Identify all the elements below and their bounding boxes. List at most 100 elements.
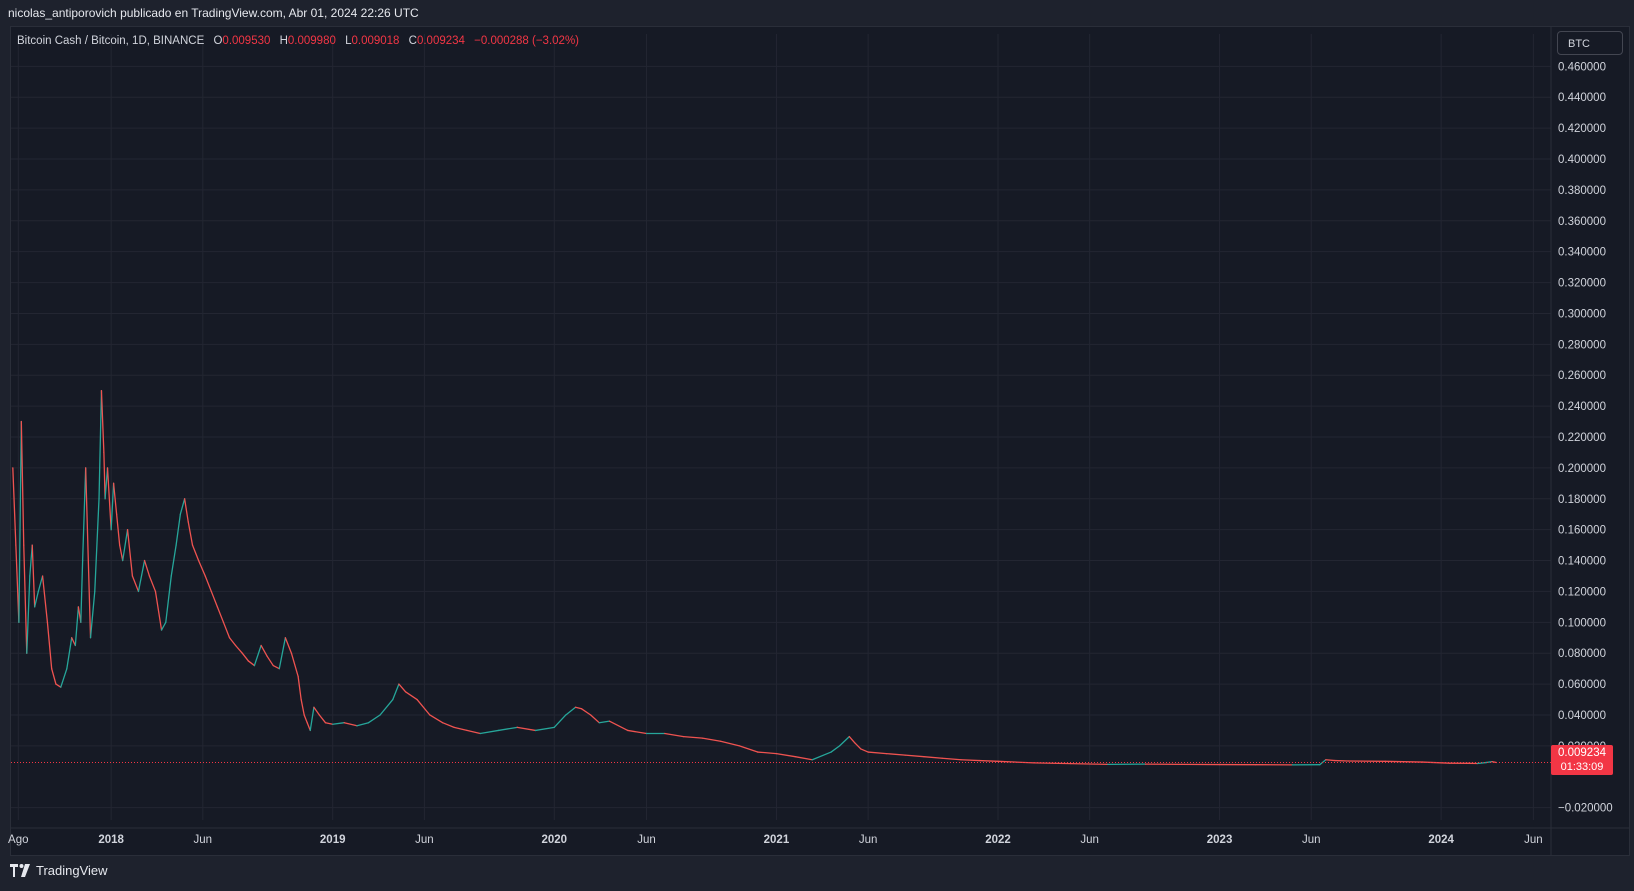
- price-segment: [466, 729, 481, 735]
- price-segment: [1070, 762, 1109, 766]
- price-segment: [854, 742, 862, 750]
- x-tick-label: Jun: [1302, 834, 1321, 846]
- x-tick-label: 2023: [1207, 834, 1233, 846]
- brand-name: TradingView: [36, 863, 108, 878]
- price-segment: [398, 683, 407, 693]
- y-tick-label: 0.220000: [1558, 432, 1606, 444]
- price-segment: [1033, 762, 1072, 765]
- low-label: L: [345, 35, 352, 47]
- y-tick-label: 0.060000: [1558, 679, 1606, 691]
- price-segment: [343, 722, 358, 727]
- currency-button[interactable]: BTC: [1557, 31, 1623, 55]
- x-tick-label: 2018: [98, 834, 124, 846]
- price-segment: [179, 498, 186, 515]
- price-segment: [516, 726, 537, 732]
- price-segment: [324, 722, 334, 725]
- price-segment: [187, 521, 194, 546]
- price-segment: [574, 706, 583, 710]
- price-segment: [904, 754, 925, 758]
- price-segment: [241, 652, 249, 662]
- price-segment: [46, 621, 53, 670]
- open-value: 0.009530: [222, 35, 271, 47]
- price-segment: [71, 637, 76, 647]
- price-segment: [313, 706, 321, 716]
- price-segment: [627, 729, 648, 735]
- symbol-name[interactable]: Bitcoin Cash / Bitcoin, 1D, BINANCE: [17, 35, 205, 47]
- price-segment: [278, 637, 287, 670]
- symbol-legend: Bitcoin Cash / Bitcoin, 1D, BINANCE O0.0…: [17, 35, 579, 47]
- price-segment: [260, 644, 268, 657]
- price-segment: [553, 714, 567, 728]
- price-segment: [60, 668, 68, 688]
- price-segment: [404, 691, 418, 701]
- price-segment: [848, 735, 856, 744]
- price-segment: [170, 544, 177, 577]
- price-segment: [479, 729, 500, 735]
- price-segment: [497, 726, 518, 732]
- price-segment: [811, 751, 832, 761]
- low-value: 0.009018: [351, 35, 400, 47]
- price-segment: [210, 590, 219, 608]
- y-tick-label: 0.120000: [1558, 586, 1606, 598]
- price-segment: [110, 482, 115, 531]
- price-segment: [303, 714, 308, 724]
- price-segment: [392, 683, 400, 701]
- price-segment: [247, 660, 256, 667]
- price-segment: [41, 575, 49, 623]
- y-tick-label: 0.180000: [1558, 494, 1606, 506]
- close-label: C: [408, 35, 417, 47]
- price-segment: [112, 482, 118, 515]
- price-segment: [775, 752, 796, 758]
- price-segment: [1384, 760, 1423, 763]
- price-segment: [253, 644, 262, 667]
- y-tick-label: 0.140000: [1558, 556, 1606, 568]
- x-tick-label: 2022: [985, 834, 1011, 846]
- price-segment: [131, 575, 140, 593]
- price-segment: [216, 606, 225, 623]
- price-segment: [31, 544, 36, 608]
- y-tick-label: 0.340000: [1558, 247, 1606, 259]
- price-segment: [115, 513, 121, 546]
- high-label: H: [279, 35, 288, 47]
- price-segment: [608, 720, 629, 732]
- y-tick-label: 0.400000: [1558, 154, 1606, 166]
- chart-panel[interactable]: [10, 26, 1630, 856]
- x-tick-label: 2024: [1428, 834, 1454, 846]
- price-segment: [106, 467, 112, 531]
- x-tick-label: Jun: [1080, 834, 1099, 846]
- price-segment: [682, 735, 704, 739]
- price-segment: [318, 714, 327, 724]
- tradingview-logo[interactable]: TradingView: [10, 863, 108, 878]
- price-segment: [34, 590, 39, 608]
- price-segment: [309, 706, 315, 732]
- x-tick-label: Jun: [194, 834, 213, 846]
- price-segment: [165, 575, 172, 623]
- y-tick-label: 0.420000: [1558, 123, 1606, 135]
- price-segment: [191, 544, 200, 562]
- y-tick-label: 0.100000: [1558, 617, 1606, 629]
- last-price-tag: 0.009234 01:33:09: [1551, 745, 1613, 775]
- price-segment: [297, 675, 302, 701]
- price-segment: [234, 644, 243, 654]
- x-tick-label: 2019: [320, 834, 346, 846]
- price-segment: [534, 726, 555, 732]
- y-tick-label: 0.460000: [1558, 61, 1606, 73]
- price-segment: [23, 544, 28, 654]
- price-segment: [20, 420, 25, 546]
- y-tick-label: 0.360000: [1558, 216, 1606, 228]
- price-segment: [284, 637, 293, 654]
- change-value: −0.000288 (−3.02%): [474, 35, 579, 47]
- price-segment: [126, 529, 134, 577]
- price-segment: [830, 745, 841, 753]
- price-segment: [98, 390, 103, 500]
- close-value: 0.009234: [416, 35, 465, 47]
- price-segment: [66, 637, 73, 670]
- price-segment: [356, 722, 370, 727]
- price-segment: [55, 683, 62, 688]
- price-segment: [81, 467, 87, 562]
- y-tick-label: 0.160000: [1558, 525, 1606, 537]
- price-segment: [12, 467, 17, 546]
- y-tick-label: 0.320000: [1558, 278, 1606, 290]
- price-segment: [738, 745, 759, 753]
